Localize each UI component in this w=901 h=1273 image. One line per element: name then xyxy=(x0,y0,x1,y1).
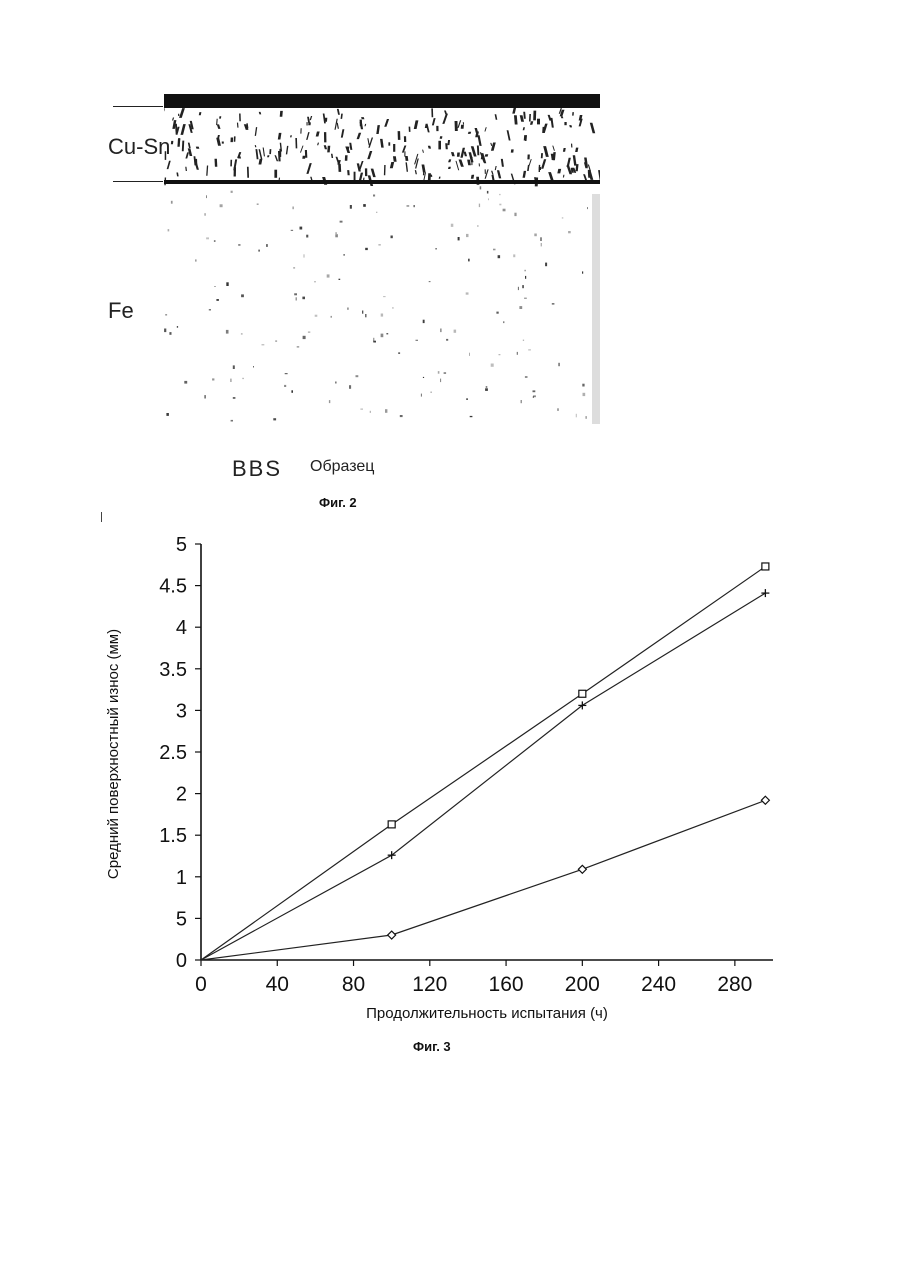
figure-3-caption: Фиг. 3 xyxy=(413,1039,451,1054)
figure-2-caption: Фиг. 2 xyxy=(319,495,357,510)
layer-divider-bottom xyxy=(113,181,163,182)
y-tick-label: 3.5 xyxy=(159,659,187,681)
y-tick-label: 1.5 xyxy=(159,825,187,847)
y-tick-label: 2 xyxy=(176,784,187,806)
x-tick-label: 280 xyxy=(717,973,752,996)
data-point-square xyxy=(762,563,769,570)
sample-label: Образец xyxy=(310,458,374,476)
y-tick-label: 4.5 xyxy=(159,576,187,598)
x-tick-label: 80 xyxy=(342,973,365,996)
page-mark xyxy=(101,512,102,522)
method-label: BBS xyxy=(232,456,282,482)
y-tick-label: 5 xyxy=(176,534,187,556)
x-tick-label: 200 xyxy=(565,973,600,996)
y-axis-label: Средний поверхностный износ (мм) xyxy=(105,629,122,879)
series-line-square xyxy=(201,567,765,961)
y-tick-label: 2.5 xyxy=(159,742,187,764)
x-tick-label: 120 xyxy=(412,973,447,996)
layer-label-cusn: Cu-Sn xyxy=(108,134,170,160)
layer-divider-top xyxy=(113,106,163,107)
micrograph-image xyxy=(164,94,600,424)
chart-series xyxy=(201,563,769,960)
y-tick-label: 4 xyxy=(176,617,187,639)
series-line-diamond xyxy=(201,800,765,960)
y-tick-label: 1 xyxy=(176,867,187,889)
y-tick-label: 0 xyxy=(176,950,187,972)
y-tick-label: 3 xyxy=(176,700,187,722)
x-axis-label: Продолжительность испытания (ч) xyxy=(366,1005,608,1022)
layer-label-fe: Fe xyxy=(108,298,134,324)
x-tick-label: 160 xyxy=(489,973,524,996)
y-tick-label: 5 xyxy=(176,908,187,930)
data-point-diamond xyxy=(761,796,769,804)
x-tick-label: 240 xyxy=(641,973,676,996)
x-tick-label: 40 xyxy=(266,973,289,996)
data-point-plus xyxy=(761,589,769,597)
chart-axes xyxy=(201,544,773,960)
data-point-square xyxy=(388,821,395,828)
series-line-plus xyxy=(201,593,765,960)
x-tick-label: 0 xyxy=(195,973,207,996)
figure-3-chart: 0511.522.533.544.5504080120160200240280 … xyxy=(0,530,901,1060)
data-point-square xyxy=(579,690,586,697)
data-point-diamond xyxy=(388,931,396,939)
data-point-diamond xyxy=(578,865,586,873)
